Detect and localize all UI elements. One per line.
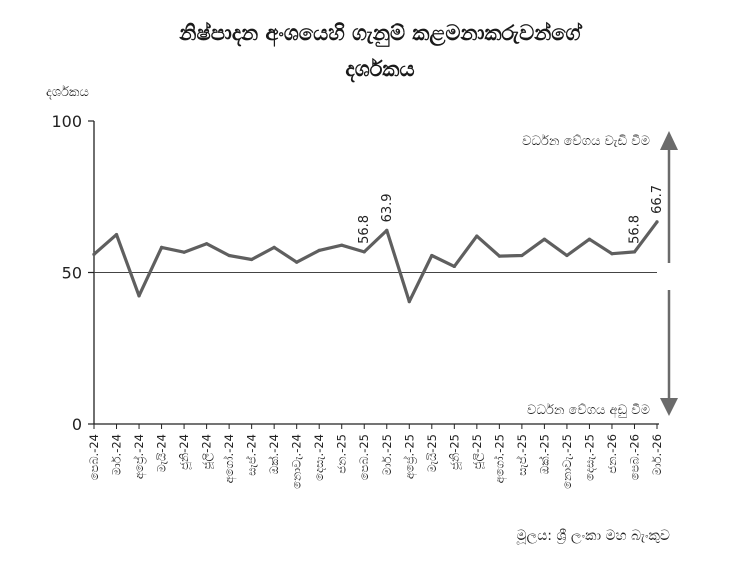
x-tick-label: ඔක්.-25 <box>537 434 551 474</box>
x-tick-label: ජූනි-25 <box>447 434 462 470</box>
data-point <box>520 253 524 258</box>
y-ticks: 0 50 100 <box>51 112 94 434</box>
data-label: 56.8 <box>627 215 642 244</box>
x-tick-label: නොවැ.-25 <box>560 434 574 489</box>
data-point <box>114 233 119 237</box>
x-tick-label: පෙබ.-26 <box>627 434 641 480</box>
data-point <box>430 253 434 258</box>
data-point <box>227 253 231 258</box>
data-label: 63.9 <box>380 193 395 222</box>
x-tick-label: ජන.-25 <box>335 434 349 474</box>
data-point <box>250 257 254 262</box>
data-point <box>362 250 366 254</box>
x-tick-label: මැයි-25 <box>425 434 439 473</box>
x-tick-label: දෙසැ.-25 <box>582 434 596 481</box>
x-tick-label: මාර්.-26 <box>650 434 664 475</box>
data-point <box>92 252 96 256</box>
data-point <box>587 237 592 241</box>
data-labels: 56.8 63.9 56.8 66.7 <box>357 185 665 244</box>
data-point <box>182 250 186 254</box>
x-tick-label: මාර්.-24 <box>110 434 124 475</box>
x-tick-label: අප්‍රේ.-25 <box>402 434 417 479</box>
annotation-growth-up: වර්ධන වේගය වැඩි වීම <box>522 133 650 149</box>
data-point <box>655 220 659 224</box>
x-tick-label: ජන.-26 <box>605 434 619 474</box>
data-point <box>610 252 614 256</box>
data-label: 56.8 <box>357 215 372 244</box>
trend-arrows <box>660 131 678 416</box>
data-point <box>497 254 501 258</box>
x-tick-label: දෙසැ.-24 <box>312 434 326 481</box>
data-point <box>272 245 276 249</box>
x-tick-label: සැප්.-24 <box>245 434 259 476</box>
data-point <box>205 242 209 246</box>
chart-title-line1: නිෂ්පාදන අංශයෙහි ගැනුම් කළමනාකරුවන්ගේ <box>178 21 583 48</box>
y-tick-label: 50 <box>62 264 82 283</box>
series-line <box>92 220 659 304</box>
data-point <box>317 248 321 252</box>
data-point <box>137 294 141 298</box>
x-tick-label: නොවැ.-24 <box>290 434 304 489</box>
x-tick-label: සැප්.-25 <box>515 434 529 476</box>
x-tick-label: ජූලි-25 <box>470 434 485 470</box>
x-tick-label: ජූනි-24 <box>177 434 192 470</box>
data-point <box>542 237 547 241</box>
data-point <box>407 299 411 304</box>
up-arrow-head-icon <box>660 131 678 150</box>
x-tick-label: පෙබ.-25 <box>357 434 371 480</box>
annotation-growth-down: වර්ධන වේගය අඩු වීම <box>527 402 650 418</box>
data-point <box>565 253 569 258</box>
down-arrow-head-icon <box>660 398 678 416</box>
y-tick-label: 100 <box>51 112 82 131</box>
data-point <box>159 245 164 249</box>
x-tick-label: මැයි-24 <box>155 434 169 473</box>
data-label: 66.7 <box>650 185 665 214</box>
y-axis-title: දර්ශකය <box>46 84 89 100</box>
x-tick-label: අප්‍රේ.-24 <box>132 434 147 479</box>
source-note: මූලය: ශ්‍රී ලංකා මහ බැංකුව <box>516 528 670 545</box>
x-tick-label: අගෝ.-25 <box>492 434 507 483</box>
y-tick-label: 0 <box>72 415 82 434</box>
data-point <box>295 260 299 264</box>
data-point <box>385 228 389 232</box>
x-ticks: පෙබ.-24 මාර්.-24 අප්‍රේ.-24 මැයි-24 ජූනි-24 ජ… <box>87 424 664 489</box>
x-tick-label: පෙබ.-24 <box>87 434 101 480</box>
data-point <box>475 234 479 238</box>
data-point <box>340 243 344 247</box>
x-tick-label: ඔක්.-24 <box>267 434 281 474</box>
x-tick-label: මාර්.-25 <box>380 434 394 475</box>
series <box>92 220 659 304</box>
axes <box>93 121 659 425</box>
x-tick-label: ජූලි-24 <box>200 434 215 470</box>
data-point <box>632 250 637 254</box>
chart-title-line2: දර්ශකය <box>345 57 414 83</box>
data-point <box>452 264 456 269</box>
x-tick-label: අගෝ.-24 <box>222 434 237 483</box>
